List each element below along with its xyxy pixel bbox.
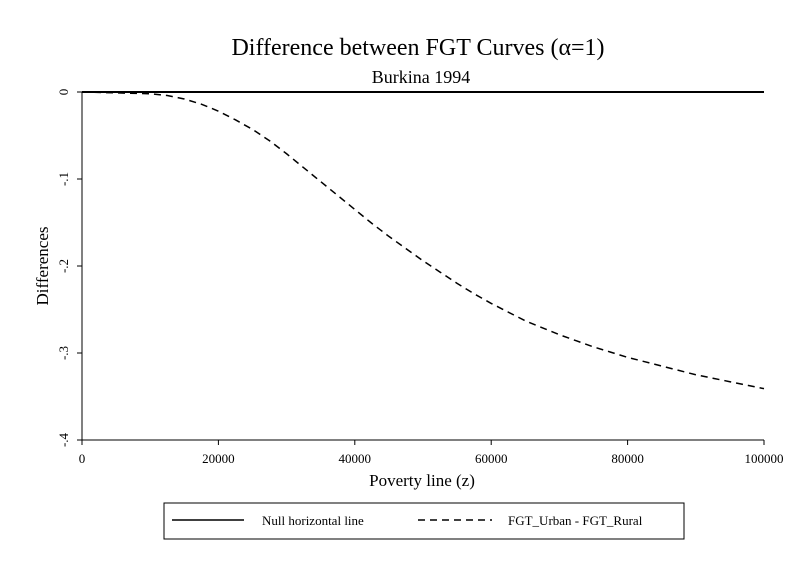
x-tick-label: 20000 (202, 451, 235, 466)
chart-subtitle: Burkina 1994 (372, 67, 471, 87)
y-tick-label: -.4 (56, 432, 71, 447)
y-tick-label: -.1 (56, 172, 71, 186)
y-tick-label: -.2 (56, 259, 71, 273)
legend-label-fgt-difference: FGT_Urban - FGT_Rural (508, 513, 643, 528)
plot-area (81, 91, 765, 390)
y-tick-label: -.3 (56, 346, 71, 360)
x-tick-label: 80000 (611, 451, 644, 466)
y-axis-ticks: 0 -.1 -.2 -.3 -.4 (56, 89, 82, 447)
legend-label-null-line: Null horizontal line (262, 513, 364, 528)
x-axis-label: Poverty line (z) (369, 471, 475, 490)
y-axis-label: Differences (33, 227, 52, 306)
x-tick-label: 60000 (475, 451, 508, 466)
fgt-difference-series-line (81, 91, 765, 390)
legend-box (163, 502, 685, 540)
legend: Null horizontal line FGT_Urban - FGT_Rur… (163, 502, 685, 540)
y-tick-label: 0 (56, 89, 71, 96)
chart-title: Difference between FGT Curves (α=1) (231, 35, 604, 61)
x-tick-label: 0 (79, 451, 86, 466)
x-axis-ticks: 0 20000 40000 60000 80000 100000 (79, 440, 784, 466)
x-tick-label: 100000 (745, 451, 784, 466)
x-tick-label: 40000 (339, 451, 372, 466)
